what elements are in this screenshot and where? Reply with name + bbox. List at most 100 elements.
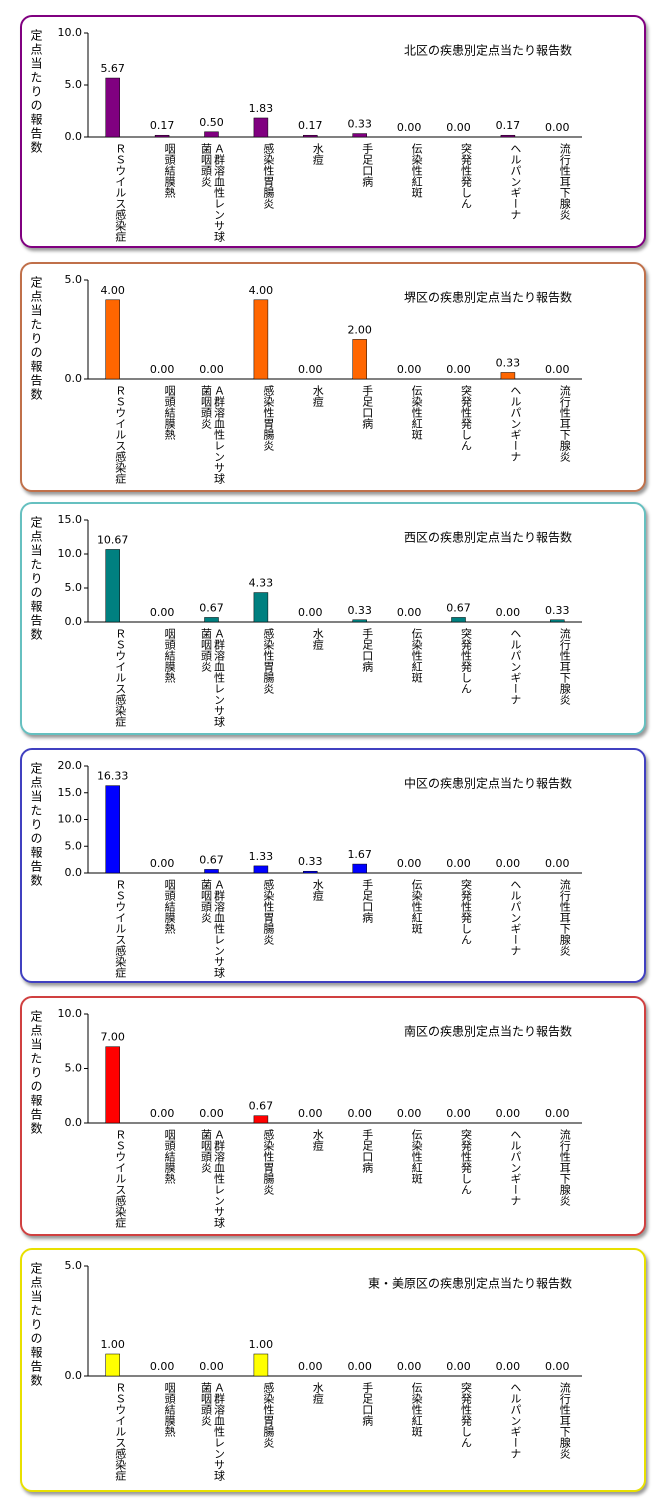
x-tick-label: 感染性胃腸炎 [261, 1382, 275, 1448]
value-label: 0.17 [298, 119, 323, 132]
y-tick-label: 5.0 [65, 581, 83, 594]
value-label: 0.00 [446, 363, 471, 376]
x-tick-label: 伝染性紅斑 [410, 628, 424, 683]
value-label: 0.33 [496, 356, 521, 369]
value-label: 0.33 [545, 604, 570, 617]
value-label: 0.00 [446, 1107, 471, 1120]
bar [352, 863, 367, 874]
x-tick-label: 流行性耳下腺炎 [558, 1382, 572, 1459]
x-tick-label: 突発性発しん [459, 1382, 473, 1448]
value-label: 0.00 [347, 1107, 372, 1120]
value-label: 0.00 [397, 1107, 422, 1120]
x-tick-label: 流行性耳下腺炎 [558, 385, 572, 462]
chart: 0.0 5.0 堺区の疾患別定点当たり報告数 4.00 0.00 0.00 4.00 0.00… [65, 273, 582, 385]
x-tick-label: Ａ群溶血性レンサ球菌咽頭炎 [199, 385, 226, 484]
value-label: 0.17 [496, 119, 521, 132]
value-label: 0.00 [446, 1360, 471, 1373]
value-label: 0.00 [545, 1360, 570, 1373]
bar [253, 1115, 269, 1124]
x-tick-label: 咽頭結膜熱 [163, 143, 177, 198]
y-axis-label: 定点当たりの報告数 [29, 1262, 43, 1388]
x-tick-label: 伝染性紅斑 [410, 1382, 424, 1437]
y-tick-label: 5.0 [65, 1062, 83, 1075]
bar [352, 339, 367, 380]
y-tick-label: 10.0 [58, 1007, 83, 1020]
y-tick-label: 10.0 [58, 813, 83, 826]
x-tick-label: 水痘 [311, 879, 325, 901]
y-tick-label: 15.0 [58, 513, 83, 526]
x-tick-label: 手足口病 [360, 628, 374, 672]
value-label: 0.00 [545, 363, 570, 376]
y-tick-label: 0.0 [65, 1116, 83, 1129]
value-label: 0.00 [298, 1107, 323, 1120]
chart-panel: 0.0 5.0 東・美原区の疾患別定点当たり報告数 1.00 0.00 0.00 1.00 0… [20, 1248, 646, 1492]
value-label: 0.00 [298, 606, 323, 619]
value-label: 10.67 [97, 533, 129, 546]
bar [352, 619, 367, 623]
x-tick-label: 感染性胃腸炎 [261, 1129, 275, 1195]
x-tick-label: 突発性発しん [459, 879, 473, 945]
value-label: 0.00 [298, 363, 323, 376]
x-tick-label: ヘルパンギーナ [508, 143, 522, 220]
value-label: 0.00 [545, 857, 570, 870]
value-label: 1.83 [249, 102, 274, 115]
bar [105, 549, 120, 623]
x-tick-label: ＲＳウイルス感染症 [113, 628, 127, 727]
bar [253, 299, 269, 380]
x-tick-label: 手足口病 [360, 879, 374, 923]
x-tick-label: ヘルパンギーナ [508, 1129, 522, 1206]
x-tick-label: 突発性発しん [459, 385, 473, 451]
bar [105, 77, 120, 138]
y-tick-label: 10.0 [58, 26, 83, 39]
bar [105, 1353, 120, 1377]
chart-title: 北区の疾患別定点当たり報告数 [404, 43, 572, 58]
y-axis-label: 定点当たりの報告数 [29, 1010, 43, 1136]
value-label: 0.00 [496, 857, 521, 870]
chart: 0.0 5.0 10.0 南区の疾患別定点当たり報告数 7.00 0.00 0.00 0.67… [58, 1007, 582, 1129]
x-tick-label: 水痘 [311, 628, 325, 650]
value-label: 0.17 [150, 119, 175, 132]
value-label: 1.00 [100, 1338, 125, 1351]
bar [500, 134, 516, 138]
y-tick-label: 15.0 [58, 786, 83, 799]
value-label: 0.00 [150, 363, 175, 376]
value-label: 7.00 [100, 1031, 125, 1044]
x-tick-label: 感染性胃腸炎 [261, 879, 275, 945]
y-tick-label: 5.0 [65, 839, 83, 852]
y-tick-label: 10.0 [58, 547, 83, 560]
x-tick-label: Ａ群溶血性レンサ球菌咽頭炎 [199, 879, 226, 978]
y-axis-label: 定点当たりの報告数 [29, 276, 43, 402]
value-label: 2.00 [347, 323, 372, 336]
x-tick-label: 突発性発しん [459, 628, 473, 694]
x-tick-label: ヘルパンギーナ [508, 628, 522, 705]
value-label: 0.33 [298, 855, 323, 868]
bar [303, 870, 318, 874]
x-tick-label: 突発性発しん [459, 143, 473, 209]
bar [204, 131, 219, 138]
x-tick-label: 咽頭結膜熱 [163, 1129, 177, 1184]
x-tick-label: 手足口病 [360, 1382, 374, 1426]
x-tick-label: 水痘 [311, 385, 325, 407]
y-axis-label: 定点当たりの報告数 [29, 29, 43, 155]
value-label: 0.00 [397, 606, 422, 619]
x-tick-label: 手足口病 [360, 1129, 374, 1173]
x-tick-label: ＲＳウイルス感染症 [113, 385, 127, 484]
x-tick-label: 水痘 [311, 143, 325, 165]
chart: 0.0 5.0 10.0 15.0 西区の疾患別定点当たり報告数 10.67 0.00 0.6… [58, 513, 582, 628]
value-label: 0.33 [347, 604, 372, 617]
x-tick-label: 咽頭結膜熱 [163, 1382, 177, 1437]
x-tick-label: ＲＳウイルス感染症 [113, 1129, 127, 1228]
value-label: 1.33 [249, 850, 274, 863]
value-label: 0.00 [397, 857, 422, 870]
value-label: 0.00 [545, 121, 570, 134]
x-tick-label: ヘルパンギーナ [508, 879, 522, 956]
x-tick-label: 咽頭結膜熱 [163, 879, 177, 934]
chart: 0.0 5.0 東・美原区の疾患別定点当たり報告数 1.00 0.00 0.00 1.00 0… [65, 1259, 582, 1382]
value-label: 0.67 [199, 601, 224, 614]
y-tick-label: 0.0 [65, 615, 83, 628]
value-label: 0.00 [150, 857, 175, 870]
value-label: 1.00 [249, 1338, 274, 1351]
x-tick-label: Ａ群溶血性レンサ球菌咽頭炎 [199, 1382, 226, 1481]
bar [204, 869, 219, 874]
x-tick-label: 突発性発しん [459, 1129, 473, 1195]
